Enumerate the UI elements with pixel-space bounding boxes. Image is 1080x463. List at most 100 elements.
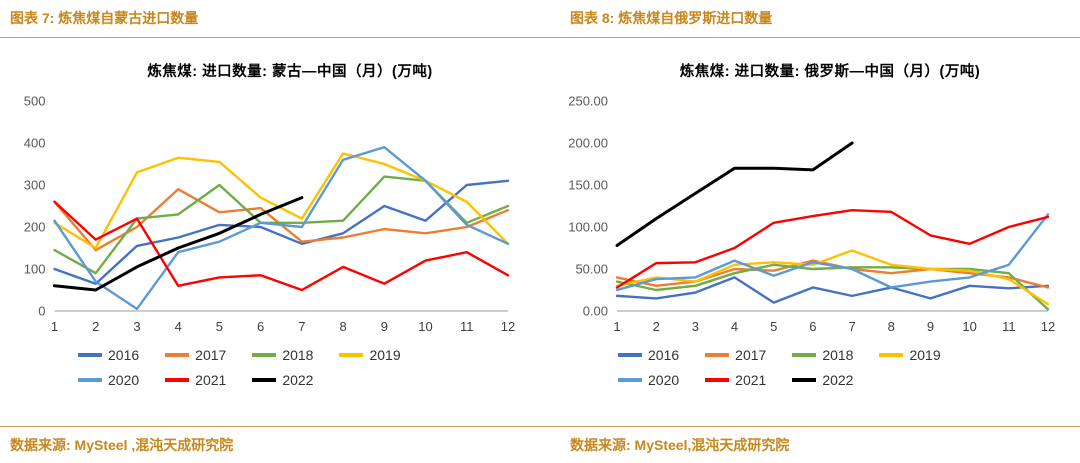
figure-caption-bar: 图表 7: 炼焦煤自蒙古进口数量 图表 8: 炼焦煤自俄罗斯进口数量 xyxy=(0,0,1080,38)
legend-item-2020: 2020 xyxy=(78,372,139,388)
legend-swatch-2020 xyxy=(618,378,642,382)
legend-row: 2016 2017 2018 2019 xyxy=(78,347,540,363)
legend-swatch-2021 xyxy=(705,378,730,382)
legend-item-2019: 2019 xyxy=(339,347,401,363)
series-line-2020 xyxy=(53,146,510,311)
x-tick-label: 6 xyxy=(257,319,264,334)
x-tick-label: 4 xyxy=(731,319,738,334)
legend-label-2019: 2019 xyxy=(369,347,401,363)
legend-item-2022: 2022 xyxy=(792,372,853,388)
x-tick-label: 10 xyxy=(418,319,432,334)
source-right: 数据来源: MySteel,混沌天成研究院 xyxy=(570,437,790,453)
legend-swatch-2021 xyxy=(165,378,190,382)
legend-row: 2016 2017 2018 2019 xyxy=(618,347,1080,363)
source-left: 数据来源: MySteel ,混沌天成研究院 xyxy=(10,437,234,453)
legend-item-2018: 2018 xyxy=(252,347,313,363)
legend-item-2019: 2019 xyxy=(879,347,941,363)
legend-row: 2020 2021 2022 xyxy=(78,372,540,388)
x-tick-label: 4 xyxy=(175,319,182,334)
legend-label-2020: 2020 xyxy=(108,372,140,388)
legend-swatch-2017 xyxy=(705,353,730,357)
x-tick-label: 5 xyxy=(216,319,223,334)
legend-swatch-2020 xyxy=(78,378,102,382)
legend-label-2018: 2018 xyxy=(822,347,854,363)
series-line-2022 xyxy=(615,141,854,247)
legend-swatch-2019 xyxy=(339,353,364,357)
x-tick-label: 12 xyxy=(1041,319,1055,334)
figure-7-caption: 图表 7: 炼焦煤自蒙古进口数量 xyxy=(10,10,199,26)
series-line-2022 xyxy=(53,196,304,292)
legend-swatch-2022 xyxy=(252,378,277,382)
x-tick-label: 11 xyxy=(460,319,474,334)
y-tick-label: 0 xyxy=(38,304,45,319)
x-tick-label: 8 xyxy=(888,319,895,334)
figure-8-caption: 图表 8: 炼焦煤自俄罗斯进口数量 xyxy=(570,10,773,26)
x-tick-label: 12 xyxy=(501,319,515,334)
x-tick-label: 1 xyxy=(613,319,620,334)
legend-label-2017: 2017 xyxy=(195,347,227,363)
legend-swatch-2018 xyxy=(792,353,817,357)
y-tick-label: 500 xyxy=(24,94,46,109)
legend-item-2018: 2018 xyxy=(792,347,853,363)
legend-swatch-2022 xyxy=(792,378,817,382)
x-tick-label: 11 xyxy=(1002,319,1016,334)
x-tick-label: 2 xyxy=(653,319,660,334)
chart-panel-russia: 炼焦煤: 进口数量: 俄罗斯—中国（月）(万吨) 0.00 50.00 100.00… xyxy=(540,52,1080,397)
source-bar: 数据来源: MySteel ,混沌天成研究院 数据来源: MySteel,混沌天… xyxy=(0,426,1080,463)
legend-label-2020: 2020 xyxy=(648,372,680,388)
series-line-2016 xyxy=(53,179,510,285)
y-tick-label: 100 xyxy=(24,262,46,277)
y-tick-label: 200 xyxy=(24,220,46,235)
series-line-2021 xyxy=(615,208,1050,289)
x-tick-label: 2 xyxy=(92,319,99,334)
legend-label-2021: 2021 xyxy=(195,372,227,388)
x-tick-label: 8 xyxy=(339,319,346,334)
legend-item-2016: 2016 xyxy=(618,347,679,363)
y-tick-label: 50.00 xyxy=(575,262,608,277)
legend-swatch-2016 xyxy=(618,353,642,357)
legend-label-2017: 2017 xyxy=(735,347,767,363)
legend-label-2019: 2019 xyxy=(909,347,941,363)
y-tick-label: 200.00 xyxy=(568,136,608,151)
legend-swatch-2019 xyxy=(879,353,904,357)
legend-label-2022: 2022 xyxy=(282,372,314,388)
legend-label-2022: 2022 xyxy=(822,372,854,388)
series-line-2020 xyxy=(615,213,1050,292)
x-tick-label: 10 xyxy=(962,319,976,334)
legend-label-2021: 2021 xyxy=(735,372,767,388)
charts-row: 炼焦煤: 进口数量: 蒙古—中国（月）(万吨) 0 100 200 300 400 500… xyxy=(0,38,1080,397)
legend-label-2016: 2016 xyxy=(648,347,680,363)
chart-title-mongolia: 炼焦煤: 进口数量: 蒙古—中国（月）(万吨) xyxy=(147,64,433,80)
series-line-2019 xyxy=(53,152,510,250)
x-tick-label: 3 xyxy=(133,319,140,334)
y-tick-label: 400 xyxy=(24,136,46,151)
legend-item-2017: 2017 xyxy=(165,347,226,363)
y-tick-label: 250.00 xyxy=(568,94,608,109)
x-tick-label: 1 xyxy=(51,319,58,334)
series-line-2021 xyxy=(53,200,510,292)
x-tick-label: 3 xyxy=(692,319,699,334)
legend-item-2017: 2017 xyxy=(705,347,766,363)
x-tick-label: 9 xyxy=(381,319,388,334)
legend-russia: 2016 2017 2018 2019 2020 2021 2022 xyxy=(540,347,1080,388)
x-tick-label: 9 xyxy=(927,319,934,334)
chart-panel-mongolia: 炼焦煤: 进口数量: 蒙古—中国（月）(万吨) 0 100 200 300 400 500… xyxy=(0,52,540,397)
legend-swatch-2018 xyxy=(252,353,277,357)
legend-label-2016: 2016 xyxy=(108,347,140,363)
legend-label-2018: 2018 xyxy=(282,347,314,363)
x-tick-label: 5 xyxy=(770,319,777,334)
legend-mongolia: 2016 2017 2018 2019 2020 2021 2022 xyxy=(0,347,540,388)
y-tick-label: 100.00 xyxy=(568,220,608,235)
y-tick-label: 150.00 xyxy=(568,178,608,193)
legend-swatch-2016 xyxy=(78,353,102,357)
y-tick-label: 300 xyxy=(24,178,46,193)
series-line-2018 xyxy=(615,263,1050,311)
legend-swatch-2017 xyxy=(165,353,190,357)
series-line-2019 xyxy=(615,249,1050,306)
x-tick-label: 7 xyxy=(848,319,855,334)
legend-item-2021: 2021 xyxy=(705,372,766,388)
x-tick-label: 6 xyxy=(809,319,816,334)
